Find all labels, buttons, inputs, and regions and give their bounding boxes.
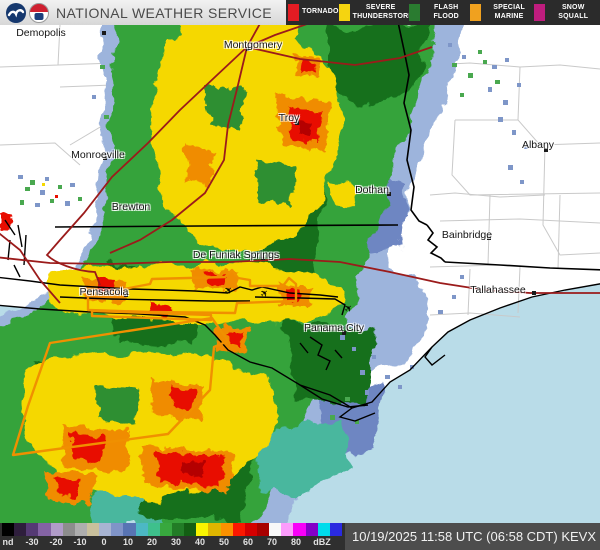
city-label-demopolis: Demopolis [16, 27, 66, 39]
warning-legend-item-severe-thunderstorm: SEVERE THUNDERSTORM [338, 4, 415, 21]
city-marker [246, 47, 250, 51]
colorbar-tick-label: 60 [242, 537, 254, 547]
coastline [0, 219, 600, 422]
city-marker [261, 256, 265, 260]
colorbar-unit-label: dBZ [313, 537, 331, 547]
colorbar-tick-label: 70 [266, 537, 278, 547]
state-borders [54, 25, 600, 271]
city-label-brewton: Brewton [111, 201, 151, 213]
warning-legend-item-tornado: TORNADO [288, 4, 339, 21]
colorbar-segment [159, 523, 172, 536]
colorbar-segment [317, 523, 330, 536]
warning-label: FLASH FLOOD [433, 4, 459, 20]
colorbar-segment [208, 523, 221, 536]
city-marker [103, 156, 107, 160]
colorbar-tick-label: -20 [49, 537, 63, 547]
city-label-monroeville: Monroeville [71, 149, 125, 161]
city-label-panama-city: Panama City [303, 322, 365, 334]
warning-color-swatch [408, 4, 420, 21]
app-title: NATIONAL WEATHER SERVICE [56, 4, 273, 21]
colorbar-segment [74, 523, 87, 536]
reflectivity-tick-labels: nd -30 -20 -10 0 10 20 30 40 50 60 70 80 dBZ [0, 536, 345, 550]
marine-warning-polygons [11, 268, 298, 457]
colorbar-segment [2, 523, 15, 536]
colorbar-tick-label: 80 [290, 537, 302, 547]
colorbar-segment [281, 523, 294, 536]
noaa-logo-icon [6, 2, 26, 23]
colorbar-segment [99, 523, 112, 536]
city-marker [139, 204, 143, 208]
colorbar-segment [196, 523, 209, 536]
reflectivity-scale: nd -30 -20 -10 0 10 20 30 40 50 60 70 80 dBZ [0, 523, 345, 550]
colorbar-tick-label: 30 [170, 537, 182, 547]
colorbar-segment [123, 523, 136, 536]
colorbar-segment [171, 523, 185, 536]
warning-legend: TORNADO SEVERE THUNDERSTORM FLASH FLOOD SPE… [286, 0, 600, 25]
city-label-albany: Albany [521, 139, 555, 151]
colorbar-segment [38, 523, 51, 536]
warning-legend-item-flash-flood: FLASH FLOOD [408, 4, 470, 21]
colorbar-segment [244, 523, 257, 536]
colorbar-tick-label: 50 [218, 537, 230, 547]
city-label-bainbridge: Bainbridge [441, 229, 493, 241]
colorbar-segment [62, 523, 75, 536]
highways [0, 25, 600, 304]
warning-legend-item-snow-squall: SNOW SQUALL [534, 4, 598, 21]
colorbar-tick-label: 20 [146, 537, 158, 547]
city-marker [387, 192, 391, 196]
radar-map[interactable]: Demopolis Montgomery Troy Monroeville Brewto… [0, 25, 600, 523]
colorbar-segment [14, 523, 27, 536]
city-marker [102, 31, 106, 35]
colorbar-segment [305, 523, 318, 536]
colorbar-tick-label: -10 [73, 537, 87, 547]
colorbar-segment [256, 523, 270, 536]
city-marker [342, 331, 346, 335]
colorbar-segment [329, 523, 342, 536]
warning-color-swatch [469, 4, 481, 21]
colorbar-tick-label: 40 [194, 537, 206, 547]
colorbar-segment [135, 523, 148, 536]
colorbar-segment [293, 523, 306, 536]
colorbar-segment [86, 523, 100, 536]
colorbar-segment [269, 523, 282, 536]
colorbar-segment [50, 523, 63, 536]
colorbar-segment [184, 523, 197, 536]
reflectivity-colorbar [2, 523, 342, 536]
logo-group [6, 2, 49, 23]
city-label-montgomery: Montgomery [223, 39, 283, 51]
warning-color-swatch [338, 4, 350, 21]
colorbar-tick-label: 10 [122, 537, 134, 547]
colorbar-segment [26, 523, 39, 536]
warning-label: SEVERE THUNDERSTORM [352, 4, 415, 20]
warning-label: TORNADO [302, 8, 339, 16]
radar-map-svg [0, 25, 600, 523]
nws-logo-icon [29, 2, 49, 23]
city-label-pensacola: Pensacola [79, 286, 129, 298]
warning-label: SNOW SQUALL [558, 4, 589, 20]
city-marker [295, 121, 299, 125]
city-label-troy: Troy [278, 112, 300, 124]
colorbar-segment [147, 523, 160, 536]
colorbar-tick-label: -30 [25, 537, 39, 547]
colorbar-segment [232, 523, 245, 536]
city-marker [487, 236, 491, 240]
colorbar-segment [220, 523, 233, 536]
colorbar-tick-label: 0 [101, 537, 107, 547]
city-marker [124, 293, 128, 297]
radar-echo-yellow-holes [95, 85, 295, 425]
colorbar-segment [111, 523, 124, 536]
status-timestamp: 10/19/2025 11:58 UTC (06:58 CDT) KEVX [345, 523, 600, 550]
colorbar-tick-label: nd [2, 537, 14, 547]
warning-label: SPECIAL MARINE [493, 4, 525, 20]
warning-color-swatch [534, 4, 546, 21]
bottom-bar: nd -30 -20 -10 0 10 20 30 40 50 60 70 80 dBZ 10/19/20… [0, 523, 600, 550]
city-label-dothan: Dothan [355, 184, 389, 196]
city-label-de-funiak-springs: De Funiak Springs [192, 249, 280, 261]
city-marker [544, 148, 548, 152]
city-marker [532, 291, 536, 295]
warning-legend-item-special-marine: SPECIAL MARINE [469, 4, 535, 21]
warning-color-swatch [288, 4, 299, 21]
city-label-tallahassee: Tallahassee [470, 284, 526, 296]
